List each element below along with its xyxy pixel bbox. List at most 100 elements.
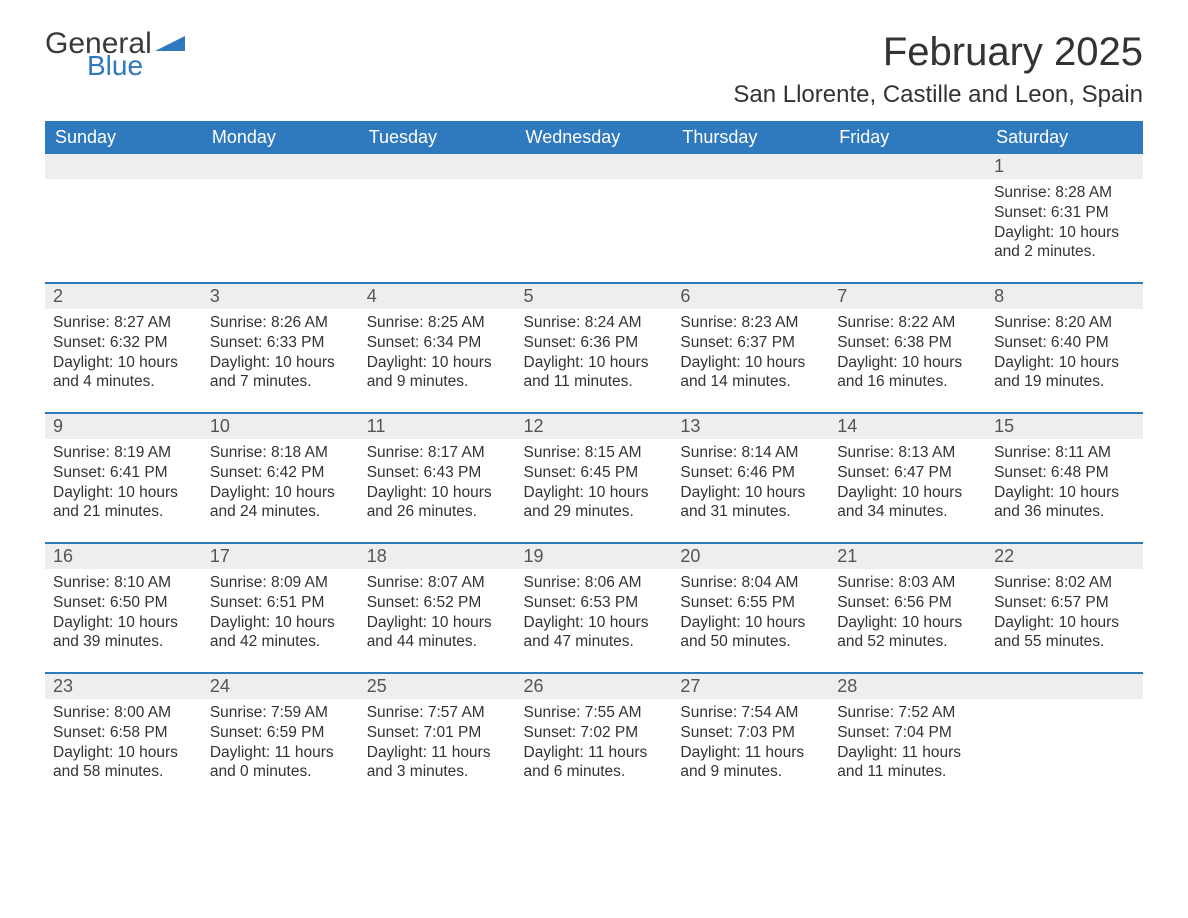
daylight-text: Daylight: 10 hours and 21 minutes. [53, 483, 194, 523]
day-number-cell [202, 154, 359, 179]
logo: General Blue [45, 30, 185, 79]
sunset-text: Sunset: 6:41 PM [53, 463, 194, 483]
day-content-cell [359, 179, 516, 283]
daylight-text: Daylight: 10 hours and 7 minutes. [210, 353, 351, 393]
sunrise-text: Sunrise: 7:54 AM [680, 703, 821, 723]
sunset-text: Sunset: 6:42 PM [210, 463, 351, 483]
day-number-cell: 8 [986, 283, 1143, 309]
sunrise-text: Sunrise: 8:20 AM [994, 313, 1135, 333]
day-number-cell: 14 [829, 413, 986, 439]
day-number-cell [516, 154, 673, 179]
day-content-cell: Sunrise: 8:20 AMSunset: 6:40 PMDaylight:… [986, 309, 1143, 413]
daylight-text: Daylight: 10 hours and 19 minutes. [994, 353, 1135, 393]
day-number-cell: 21 [829, 543, 986, 569]
sunrise-text: Sunrise: 7:55 AM [524, 703, 665, 723]
sunrise-text: Sunrise: 8:09 AM [210, 573, 351, 593]
day-number-cell: 13 [672, 413, 829, 439]
day-number-cell: 28 [829, 673, 986, 699]
day-content-cell [672, 179, 829, 283]
day-number-cell [672, 154, 829, 179]
daylight-text: Daylight: 11 hours and 0 minutes. [210, 743, 351, 783]
sunrise-text: Sunrise: 7:59 AM [210, 703, 351, 723]
day-content-cell: Sunrise: 8:06 AMSunset: 6:53 PMDaylight:… [516, 569, 673, 673]
weekday-header: Wednesday [516, 121, 673, 154]
daylight-text: Daylight: 10 hours and 2 minutes. [994, 223, 1135, 263]
calendar-table: Sunday Monday Tuesday Wednesday Thursday… [45, 121, 1143, 803]
day-number-cell: 9 [45, 413, 202, 439]
day-content-cell: Sunrise: 8:11 AMSunset: 6:48 PMDaylight:… [986, 439, 1143, 543]
sunrise-text: Sunrise: 8:02 AM [994, 573, 1135, 593]
daylight-text: Daylight: 10 hours and 58 minutes. [53, 743, 194, 783]
day-content-cell: Sunrise: 8:13 AMSunset: 6:47 PMDaylight:… [829, 439, 986, 543]
sunset-text: Sunset: 6:52 PM [367, 593, 508, 613]
sunset-text: Sunset: 7:04 PM [837, 723, 978, 743]
day-number-cell: 19 [516, 543, 673, 569]
sunset-text: Sunset: 6:57 PM [994, 593, 1135, 613]
sunset-text: Sunset: 6:58 PM [53, 723, 194, 743]
sunrise-text: Sunrise: 8:28 AM [994, 183, 1135, 203]
day-content-cell: Sunrise: 8:04 AMSunset: 6:55 PMDaylight:… [672, 569, 829, 673]
day-content-cell [829, 179, 986, 283]
sunrise-text: Sunrise: 8:17 AM [367, 443, 508, 463]
sunrise-text: Sunrise: 8:23 AM [680, 313, 821, 333]
sunrise-text: Sunrise: 7:57 AM [367, 703, 508, 723]
daylight-text: Daylight: 10 hours and 42 minutes. [210, 613, 351, 653]
day-number-row: 232425262728 [45, 673, 1143, 699]
sunset-text: Sunset: 7:01 PM [367, 723, 508, 743]
day-content-cell: Sunrise: 8:27 AMSunset: 6:32 PMDaylight:… [45, 309, 202, 413]
month-title: February 2025 [733, 30, 1143, 75]
day-content-cell: Sunrise: 7:55 AMSunset: 7:02 PMDaylight:… [516, 699, 673, 803]
sunrise-text: Sunrise: 8:11 AM [994, 443, 1135, 463]
weekday-header: Monday [202, 121, 359, 154]
day-number-cell: 12 [516, 413, 673, 439]
day-content-row: Sunrise: 8:00 AMSunset: 6:58 PMDaylight:… [45, 699, 1143, 803]
sunset-text: Sunset: 6:51 PM [210, 593, 351, 613]
daylight-text: Daylight: 10 hours and 11 minutes. [524, 353, 665, 393]
day-number-cell: 27 [672, 673, 829, 699]
sunset-text: Sunset: 6:37 PM [680, 333, 821, 353]
day-number-cell: 20 [672, 543, 829, 569]
day-content-cell: Sunrise: 8:17 AMSunset: 6:43 PMDaylight:… [359, 439, 516, 543]
weekday-header: Thursday [672, 121, 829, 154]
daylight-text: Daylight: 10 hours and 44 minutes. [367, 613, 508, 653]
day-content-cell: Sunrise: 8:26 AMSunset: 6:33 PMDaylight:… [202, 309, 359, 413]
sunset-text: Sunset: 6:32 PM [53, 333, 194, 353]
day-content-cell: Sunrise: 8:24 AMSunset: 6:36 PMDaylight:… [516, 309, 673, 413]
day-number-cell [359, 154, 516, 179]
day-number-cell: 18 [359, 543, 516, 569]
day-content-cell: Sunrise: 7:52 AMSunset: 7:04 PMDaylight:… [829, 699, 986, 803]
day-content-cell [45, 179, 202, 283]
day-content-cell: Sunrise: 8:23 AMSunset: 6:37 PMDaylight:… [672, 309, 829, 413]
sunset-text: Sunset: 6:45 PM [524, 463, 665, 483]
weekday-header: Tuesday [359, 121, 516, 154]
sunset-text: Sunset: 7:03 PM [680, 723, 821, 743]
daylight-text: Daylight: 11 hours and 3 minutes. [367, 743, 508, 783]
day-number-cell: 24 [202, 673, 359, 699]
sunset-text: Sunset: 6:59 PM [210, 723, 351, 743]
sunrise-text: Sunrise: 8:19 AM [53, 443, 194, 463]
daylight-text: Daylight: 10 hours and 26 minutes. [367, 483, 508, 523]
sunrise-text: Sunrise: 8:00 AM [53, 703, 194, 723]
daylight-text: Daylight: 10 hours and 47 minutes. [524, 613, 665, 653]
day-number-cell: 5 [516, 283, 673, 309]
sunset-text: Sunset: 6:43 PM [367, 463, 508, 483]
day-content-cell: Sunrise: 8:28 AMSunset: 6:31 PMDaylight:… [986, 179, 1143, 283]
day-number-cell: 6 [672, 283, 829, 309]
daylight-text: Daylight: 10 hours and 29 minutes. [524, 483, 665, 523]
day-number-cell [45, 154, 202, 179]
daylight-text: Daylight: 10 hours and 14 minutes. [680, 353, 821, 393]
day-number-cell: 7 [829, 283, 986, 309]
day-number-row: 9101112131415 [45, 413, 1143, 439]
day-content-cell [516, 179, 673, 283]
day-content-cell: Sunrise: 8:10 AMSunset: 6:50 PMDaylight:… [45, 569, 202, 673]
day-content-row: Sunrise: 8:19 AMSunset: 6:41 PMDaylight:… [45, 439, 1143, 543]
day-number-cell: 17 [202, 543, 359, 569]
daylight-text: Daylight: 11 hours and 6 minutes. [524, 743, 665, 783]
day-number-row: 2345678 [45, 283, 1143, 309]
header: General Blue February 2025 San Llorente,… [45, 30, 1143, 121]
sunset-text: Sunset: 6:55 PM [680, 593, 821, 613]
sunset-text: Sunset: 6:38 PM [837, 333, 978, 353]
sunset-text: Sunset: 6:36 PM [524, 333, 665, 353]
sunrise-text: Sunrise: 8:25 AM [367, 313, 508, 333]
day-number-cell: 15 [986, 413, 1143, 439]
